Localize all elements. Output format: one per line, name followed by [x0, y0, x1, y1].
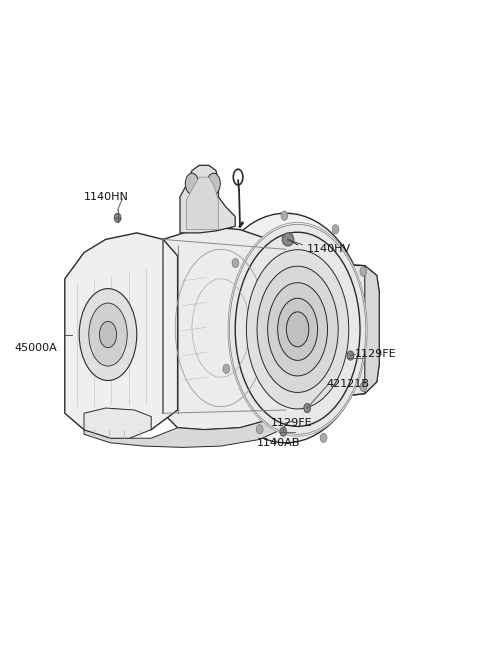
Ellipse shape	[360, 267, 367, 276]
Ellipse shape	[246, 250, 349, 409]
Text: 1129FE: 1129FE	[355, 349, 397, 359]
Text: 1140HV: 1140HV	[307, 244, 351, 255]
Ellipse shape	[304, 403, 311, 413]
Ellipse shape	[185, 173, 199, 194]
Ellipse shape	[223, 364, 230, 373]
Polygon shape	[163, 226, 365, 430]
Text: 1140AB: 1140AB	[257, 438, 300, 448]
Ellipse shape	[280, 427, 287, 436]
Ellipse shape	[232, 258, 239, 268]
Ellipse shape	[360, 382, 367, 392]
Polygon shape	[84, 410, 286, 447]
Ellipse shape	[114, 213, 121, 222]
Ellipse shape	[268, 283, 327, 376]
Ellipse shape	[287, 312, 309, 347]
Ellipse shape	[235, 232, 360, 426]
Polygon shape	[186, 177, 218, 230]
Ellipse shape	[228, 222, 367, 436]
Ellipse shape	[207, 173, 220, 194]
Polygon shape	[180, 165, 235, 233]
Ellipse shape	[320, 433, 327, 442]
Text: 1140HN: 1140HN	[84, 192, 129, 202]
Ellipse shape	[89, 303, 127, 366]
Ellipse shape	[281, 211, 288, 220]
Text: 45000A: 45000A	[14, 342, 57, 353]
Text: 42121B: 42121B	[326, 379, 370, 389]
Polygon shape	[365, 266, 379, 394]
Ellipse shape	[347, 351, 354, 360]
Ellipse shape	[257, 266, 338, 392]
Ellipse shape	[332, 225, 339, 234]
Polygon shape	[65, 233, 178, 436]
Ellipse shape	[204, 213, 367, 443]
Polygon shape	[84, 408, 151, 438]
Polygon shape	[286, 249, 379, 410]
Ellipse shape	[99, 321, 117, 348]
Ellipse shape	[256, 424, 263, 434]
Ellipse shape	[277, 298, 318, 360]
Ellipse shape	[79, 289, 137, 380]
Ellipse shape	[282, 233, 294, 246]
Text: 1129FE: 1129FE	[271, 418, 313, 428]
